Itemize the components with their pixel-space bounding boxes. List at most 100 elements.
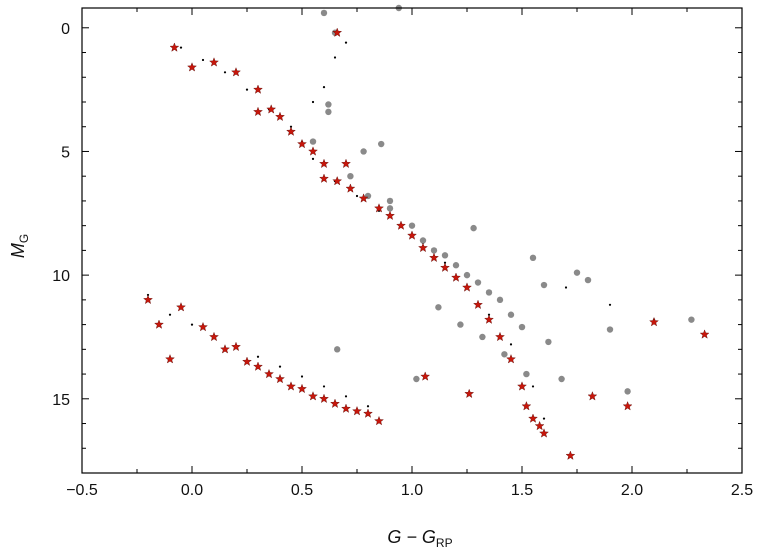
data-point-black [344,41,348,44]
data-point-gray [419,237,427,244]
data-point-gray [470,224,477,232]
data-point-gray [347,172,354,180]
data-point-star [341,158,351,169]
x-tick-label: 2.0 [621,482,643,499]
data-point-gray [624,388,631,395]
data-point-gray [523,370,530,378]
data-point-black [223,71,227,74]
data-point-black [179,46,183,49]
x-tick-label: 1.0 [401,482,423,499]
data-point-gray [573,269,581,276]
series-star [143,27,710,460]
data-point-gray [501,351,508,358]
data-point-black [300,375,304,378]
x-tick-label: 2.5 [731,482,753,499]
x-axis: −0.5 0.0 0.5 1.0 1.5 2.0 2.5 [66,8,753,499]
data-point-black [564,286,568,289]
data-point-gray [334,346,341,353]
data-point-gray [545,338,552,346]
data-point-star [209,331,219,342]
data-point-star [308,146,318,156]
data-point-black [168,313,172,316]
data-point-black [311,100,315,104]
data-point-star [253,84,263,94]
data-point-star [297,383,307,394]
data-point-gray [386,197,394,205]
data-point-star [266,104,277,114]
x-axis-title-subscript: RP [436,536,453,550]
data-point-gray [325,101,332,108]
data-point-black [344,395,348,398]
data-point-gray [529,254,537,262]
data-point-star [297,138,307,149]
data-point-star [649,316,659,327]
data-point-star [517,381,527,391]
data-point-gray [309,138,317,145]
data-point-star [587,391,598,401]
y-tick-label: 0 [61,21,70,38]
data-point-black [256,355,260,358]
data-point-gray [507,311,515,318]
data-point-gray [606,326,614,333]
data-point-star [440,262,450,272]
data-point-star [308,391,318,401]
data-point-star [253,361,263,371]
data-point-star [242,356,252,366]
data-point-black [311,157,315,160]
data-point-star [699,329,710,339]
data-point-gray [540,281,548,289]
data-point-gray [378,140,385,148]
data-point-star [473,299,483,309]
data-point-gray [485,289,493,296]
data-point-star [275,373,285,384]
x-tick-label: 0.5 [291,482,313,499]
data-point-star [464,388,475,399]
data-point-black [201,58,205,62]
y-tick-label: 15 [52,392,70,409]
x-tick-label: 0.0 [181,482,203,499]
data-point-star [275,111,285,122]
data-point-gray [386,205,394,212]
data-point-star [484,314,494,324]
data-point-star [495,331,505,342]
data-point-black [608,303,612,306]
data-point-black [333,56,337,59]
data-point-gray [457,321,464,328]
data-point-star [374,203,384,213]
data-point-star [418,242,428,253]
data-point-gray [474,279,482,286]
data-point-gray [558,375,565,383]
x-axis-title-main: G − G [387,527,436,547]
data-point-star [429,252,439,263]
data-layer [143,4,710,460]
data-point-star [565,450,576,460]
data-point-star [385,210,395,220]
data-point-gray [430,247,438,254]
data-point-black [542,417,546,420]
data-point-black [366,405,370,408]
data-point-gray [320,9,328,17]
data-point-star [420,371,431,381]
data-point-star [358,193,369,203]
data-point-star [534,420,545,431]
data-point-star [622,401,633,411]
data-point-star [345,183,356,193]
data-point-star [286,126,296,136]
y-tick-label: 10 [52,268,70,285]
x-axis-title: G − GRP [387,527,452,550]
data-point-black [531,385,535,388]
data-point-black [322,86,326,89]
data-point-star [330,398,340,408]
data-point-star [231,67,241,77]
data-point-star [187,62,197,72]
data-point-star [154,319,164,329]
data-point-gray [463,271,471,279]
data-point-black [245,88,249,91]
data-point-star [341,403,351,413]
data-point-gray [413,375,420,383]
y-axis-title-subscript: G [17,234,31,243]
data-point-star [352,405,362,416]
data-point-star [332,175,343,186]
data-point-star [374,415,384,426]
